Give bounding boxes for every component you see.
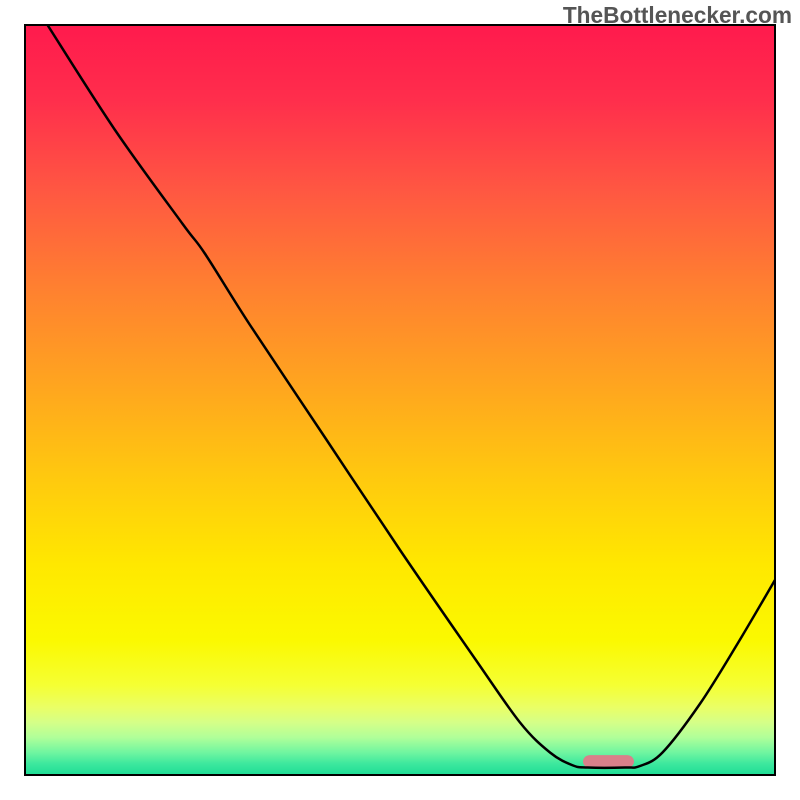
chart-container: TheBottlenecker.com [0,0,800,800]
optimum-marker [583,755,634,768]
chart-background [25,25,775,775]
bottleneck-chart [0,0,800,800]
watermark-text: TheBottlenecker.com [563,2,792,29]
